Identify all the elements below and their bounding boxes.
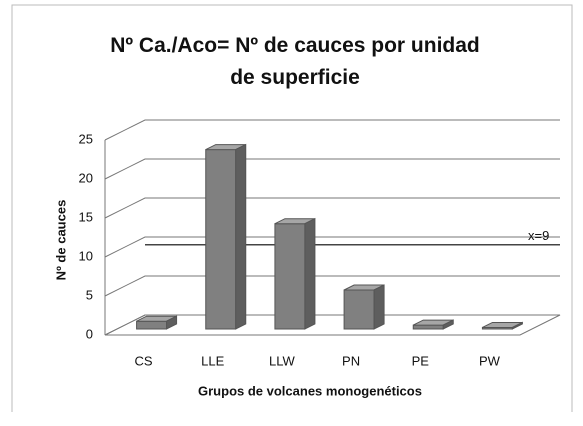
bar-side	[511, 321, 523, 330]
bar	[274, 223, 306, 330]
y-tick-label: 10	[79, 248, 93, 263]
y-tick-label: 20	[79, 170, 93, 185]
bar-side	[304, 217, 316, 330]
grid-line	[104, 158, 560, 180]
y-tick-label: 25	[79, 131, 93, 146]
bar-side	[442, 319, 454, 330]
x-tick-label: CS	[135, 353, 153, 368]
x-tick-label: LLW	[269, 353, 295, 368]
grid-line	[104, 119, 560, 141]
bar	[343, 289, 375, 330]
bar	[412, 324, 444, 330]
x-tick-label: PN	[342, 353, 360, 368]
y-tick-label: 15	[79, 209, 93, 224]
grid-line	[104, 314, 560, 336]
grid-line	[104, 275, 560, 297]
x-tick-label: PW	[479, 353, 501, 368]
bar-side	[373, 284, 385, 330]
x-tick-label: LLE	[201, 353, 224, 368]
chart-title: Nº Ca./Aco= Nº de cauces por unidad de s…	[110, 34, 480, 89]
x-tick-label: PE	[412, 353, 430, 368]
bar-side	[235, 143, 247, 330]
bar	[136, 320, 168, 330]
y-axis-label: Nº de cauces	[53, 200, 68, 281]
grid-line	[104, 236, 560, 258]
x-axis-label: Grupos de volcanes monogenéticos	[198, 383, 422, 398]
bar	[205, 149, 237, 330]
reference-label: x=9	[528, 228, 549, 243]
frame	[11, 4, 573, 412]
y-tick-label: 5	[86, 287, 93, 302]
grid-line	[104, 197, 560, 219]
y-tick-label: 0	[86, 326, 93, 341]
bar-side	[166, 315, 178, 330]
